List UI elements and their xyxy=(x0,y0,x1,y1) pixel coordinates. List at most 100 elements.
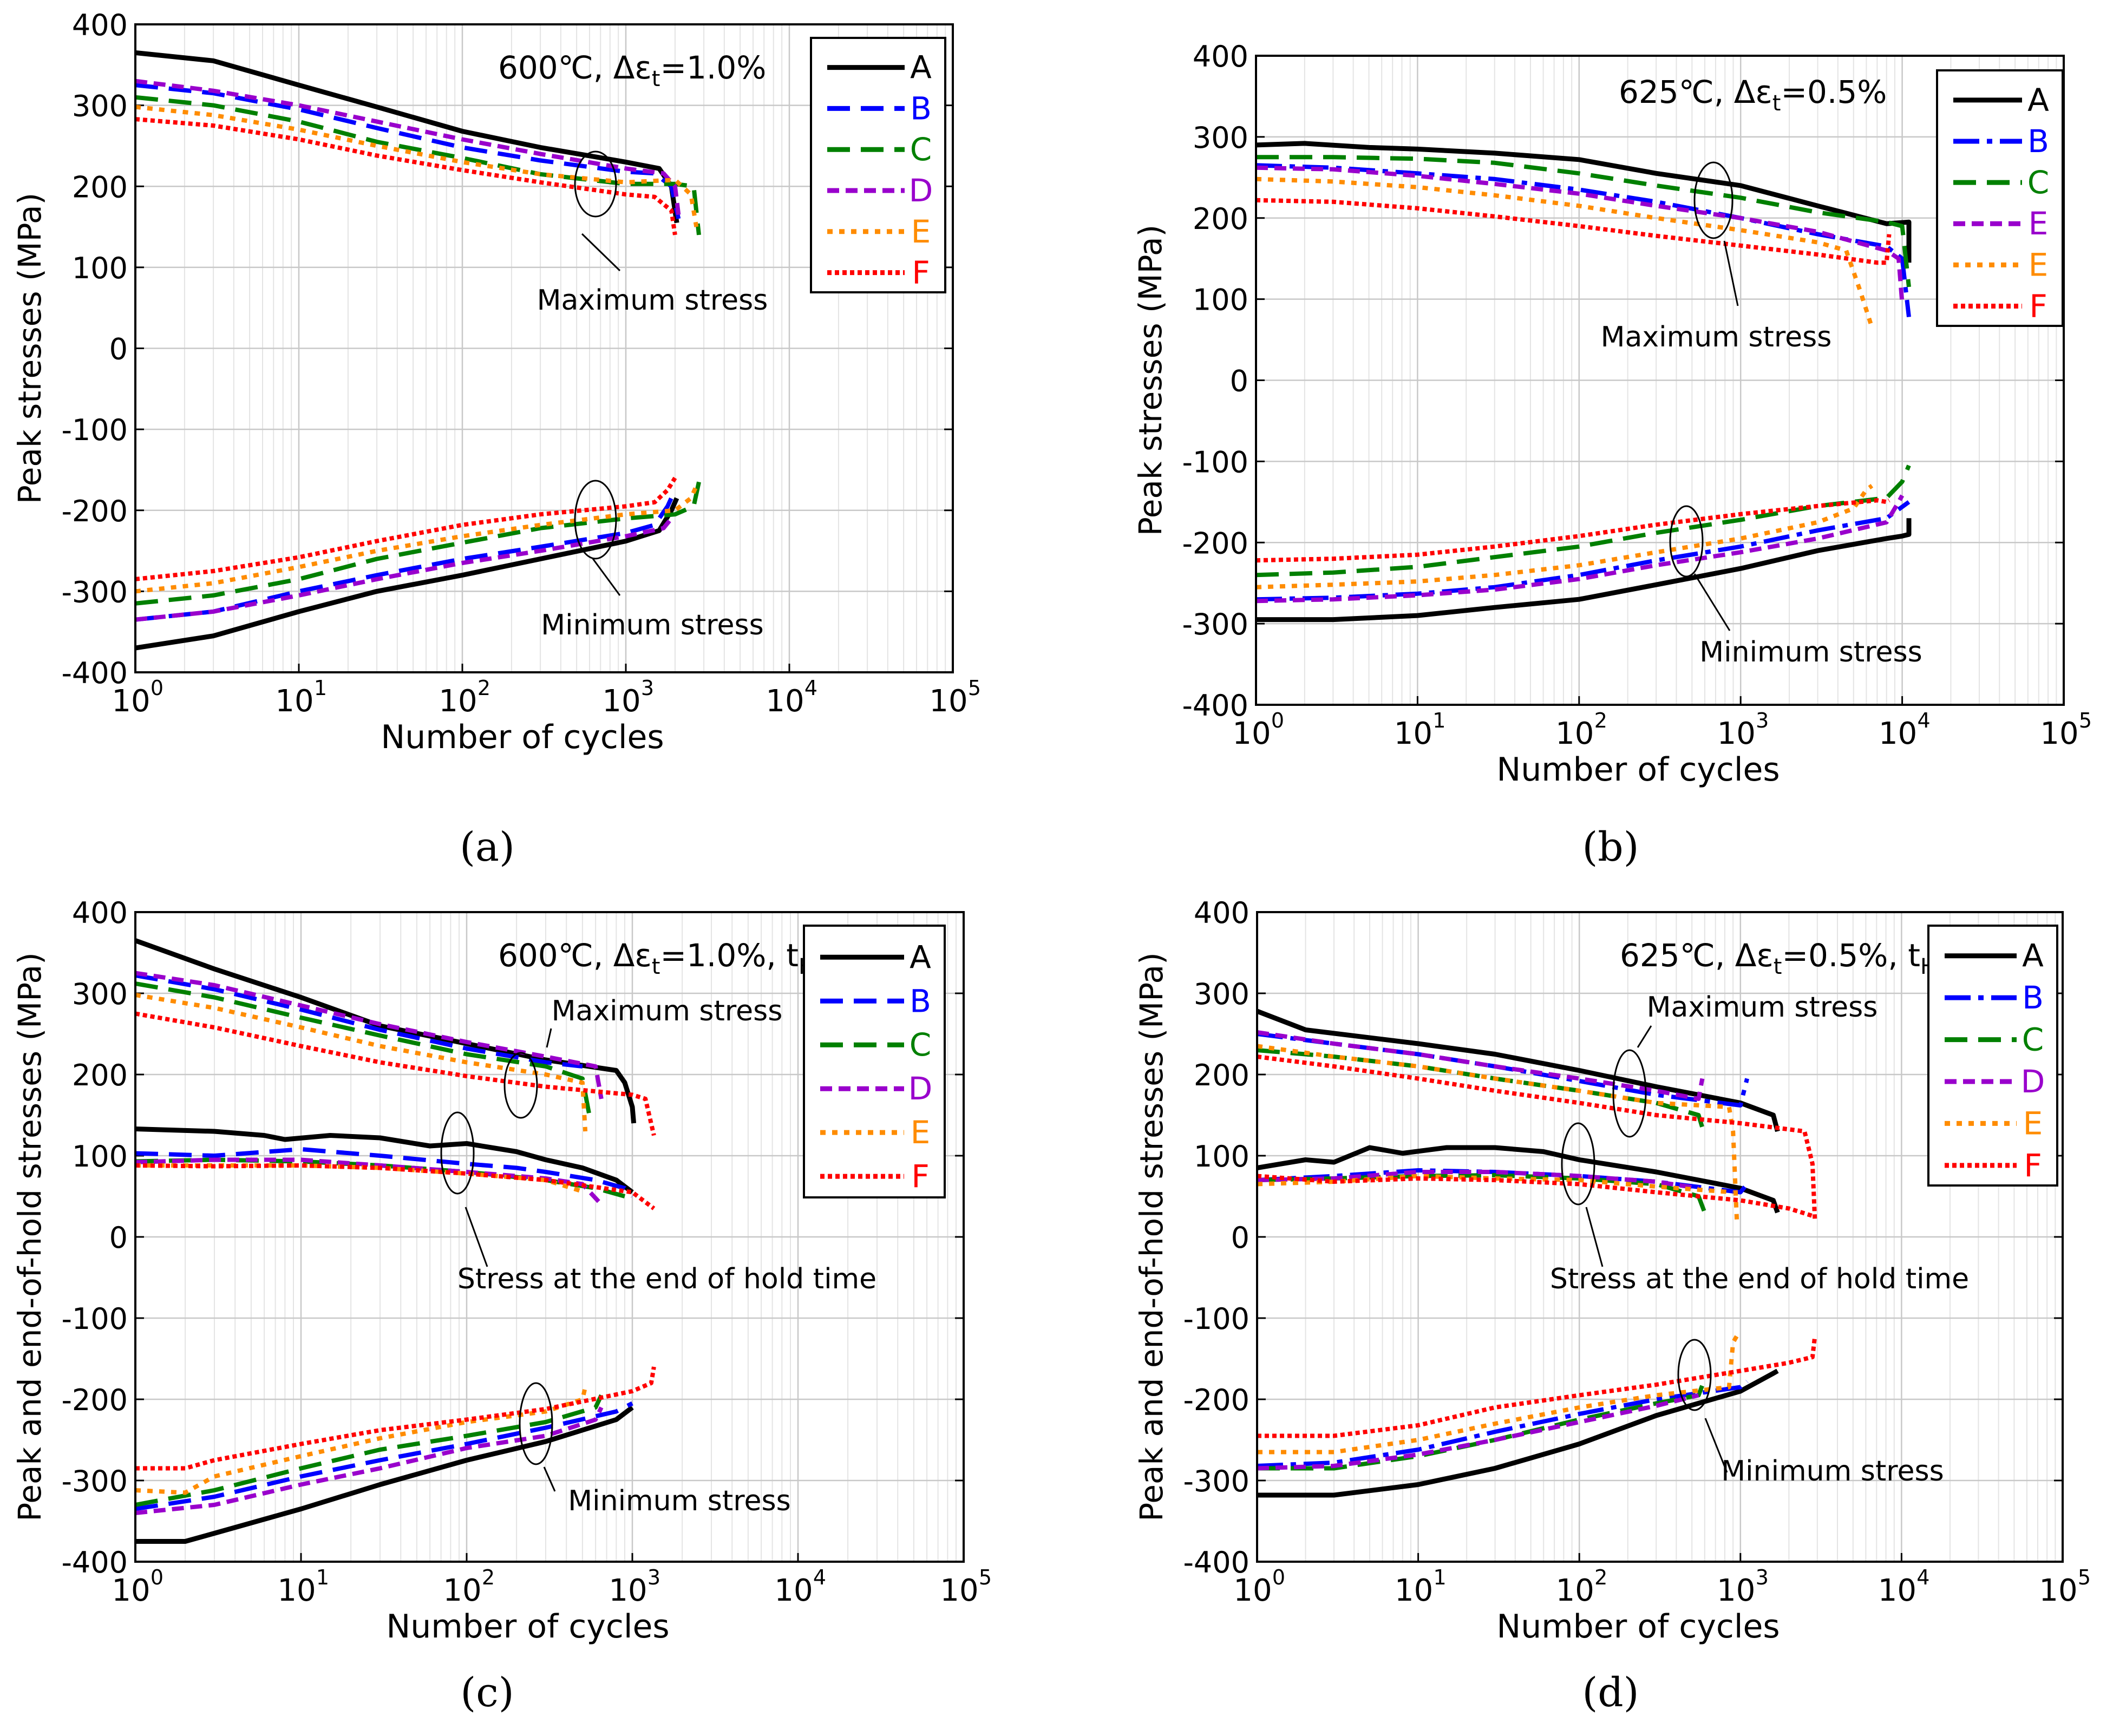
series-E-upper-line xyxy=(1257,1044,1739,1221)
series-B-lower-line xyxy=(1255,500,1911,602)
x-tick-label: 10 xyxy=(112,1573,150,1608)
series-E-upper-line xyxy=(1255,176,1874,329)
series-B-upper-line xyxy=(1255,163,1911,318)
chart-title: 600℃, Δεt=1.0% xyxy=(498,49,766,91)
x-tick-label: 10 xyxy=(443,1573,481,1608)
x-tick-label: 10 xyxy=(1395,1573,1433,1608)
x-tick-exponent: 4 xyxy=(804,676,817,700)
series-A-upper-line xyxy=(1256,1008,1780,1132)
x-tick-label: 10 xyxy=(439,684,477,719)
x-axis-label: Number of cycles xyxy=(381,718,664,756)
legend-label-F: F xyxy=(911,1158,929,1195)
y-tick-label: -400 xyxy=(1182,689,1248,723)
annotation-leader xyxy=(543,1466,556,1492)
plot-frame xyxy=(134,23,954,673)
x-tick-exponent: 3 xyxy=(641,676,654,700)
legend-box xyxy=(1936,69,2064,327)
legend-label-D: D xyxy=(2021,1063,2045,1100)
y-tick-label: -100 xyxy=(61,413,128,447)
x-tick-label: 10 xyxy=(1555,716,1594,751)
series-A-lower-line xyxy=(1257,1368,1779,1498)
annotation-leader xyxy=(1693,573,1731,631)
series-F-upper-line xyxy=(135,1011,656,1136)
panel-caption: (d) xyxy=(1582,1669,1639,1716)
x-tick-label: 10 xyxy=(2040,716,2078,751)
legend-label-A: A xyxy=(910,939,931,975)
x-tick-exponent: 0 xyxy=(1272,1565,1285,1589)
chart-title-part: t xyxy=(1772,91,1781,116)
series-F-upper-line xyxy=(1255,198,1892,265)
y-tick-label: -300 xyxy=(61,575,128,609)
chart-title-part: 600℃, Δε xyxy=(498,49,652,86)
y-tick-label: 0 xyxy=(109,1221,128,1255)
annotation-label: Minimum stress xyxy=(541,609,763,641)
series-B-upper-line xyxy=(135,973,583,1069)
annotation-leader xyxy=(1585,1207,1604,1267)
x-tick-label: 10 xyxy=(766,684,804,719)
annotation-ellipse xyxy=(574,480,617,560)
y-tick-label: 0 xyxy=(1231,1221,1250,1255)
y-tick-label: 300 xyxy=(1193,121,1248,155)
panel-caption: (a) xyxy=(460,824,515,870)
x-tick-label: 10 xyxy=(1394,716,1432,751)
series-C-lower-line xyxy=(135,481,701,606)
series-C-lower-line xyxy=(1255,464,1911,578)
y-tick-label: -100 xyxy=(1183,1302,1250,1336)
y-tick-label: -300 xyxy=(61,1464,128,1498)
y-tick-label: 300 xyxy=(72,977,128,1011)
x-tick-exponent: 4 xyxy=(813,1565,826,1589)
series-D-lower-line xyxy=(135,1406,604,1515)
legend-label-B: B xyxy=(910,90,932,127)
annotation-leader xyxy=(546,1028,552,1048)
legend-label-A: A xyxy=(910,49,932,86)
x-tick-label: 10 xyxy=(1878,1573,1916,1608)
chart-title-part: =1.0% xyxy=(660,49,766,86)
chart-title-part: =0.5%, t xyxy=(1782,937,1920,974)
annotation-label: Stress at the end of hold time xyxy=(457,1263,876,1295)
x-tick-exponent: 1 xyxy=(1432,709,1445,732)
annotation-ellipse xyxy=(519,1382,553,1465)
chart-title: 625℃, Δεt=0.5% xyxy=(1619,74,1887,116)
y-tick-label: -400 xyxy=(61,1545,128,1580)
annotation-label: Maximum stress xyxy=(1601,321,1832,353)
x-tick-label: 10 xyxy=(1233,1573,1272,1608)
x-tick-exponent: 0 xyxy=(151,1565,163,1589)
series-A-lower-line xyxy=(135,1405,634,1544)
chart-title: 625℃, Δεt=0.5%, tH=1h xyxy=(1620,937,2003,979)
legend-label-F: F xyxy=(912,254,930,291)
y-tick-label: 0 xyxy=(109,332,128,366)
legend-label-F: F xyxy=(2029,287,2047,324)
plot-frame xyxy=(1256,911,2064,1563)
legend-label-B: B xyxy=(2027,123,2049,160)
legend-label-C: C xyxy=(2022,1021,2044,1058)
x-tick-label: 10 xyxy=(940,1573,978,1608)
legend-box xyxy=(803,925,946,1198)
chart-title-part: 625℃, Δε xyxy=(1620,937,1774,974)
legend-label-D: E xyxy=(2029,205,2049,242)
series-B-lower-line xyxy=(135,1401,633,1511)
annotation-leader xyxy=(1637,1025,1652,1048)
x-axis-label: Number of cycles xyxy=(386,1608,669,1646)
y-tick-label: -100 xyxy=(61,1302,128,1336)
x-tick-exponent: 4 xyxy=(1918,709,1931,732)
x-tick-label: 10 xyxy=(112,684,150,719)
chart-title-part: 625℃, Δε xyxy=(1619,74,1772,110)
series-F-upper-line xyxy=(135,117,677,235)
x-tick-exponent: 2 xyxy=(477,676,490,700)
series-C-upper-line xyxy=(1257,1048,1707,1136)
series-C-middle-line xyxy=(1257,1173,1707,1214)
x-tick-label: 10 xyxy=(1556,1573,1594,1608)
x-tick-label: 10 xyxy=(2039,1573,2077,1608)
legend-label-F: F xyxy=(2024,1147,2042,1184)
y-axis-label: Peak stresses (MPa) xyxy=(11,193,48,504)
y-tick-label: 0 xyxy=(1230,364,1248,398)
x-tick-exponent: 0 xyxy=(151,676,163,700)
annotation-label: Minimum stress xyxy=(568,1485,790,1517)
x-tick-exponent: 3 xyxy=(1756,709,1769,732)
series-D-upper-line xyxy=(135,971,604,1099)
x-tick-exponent: 2 xyxy=(1594,709,1607,732)
legend-box xyxy=(810,37,946,293)
series-A-lower-line xyxy=(135,497,679,651)
legend-label-D: D xyxy=(909,172,933,209)
